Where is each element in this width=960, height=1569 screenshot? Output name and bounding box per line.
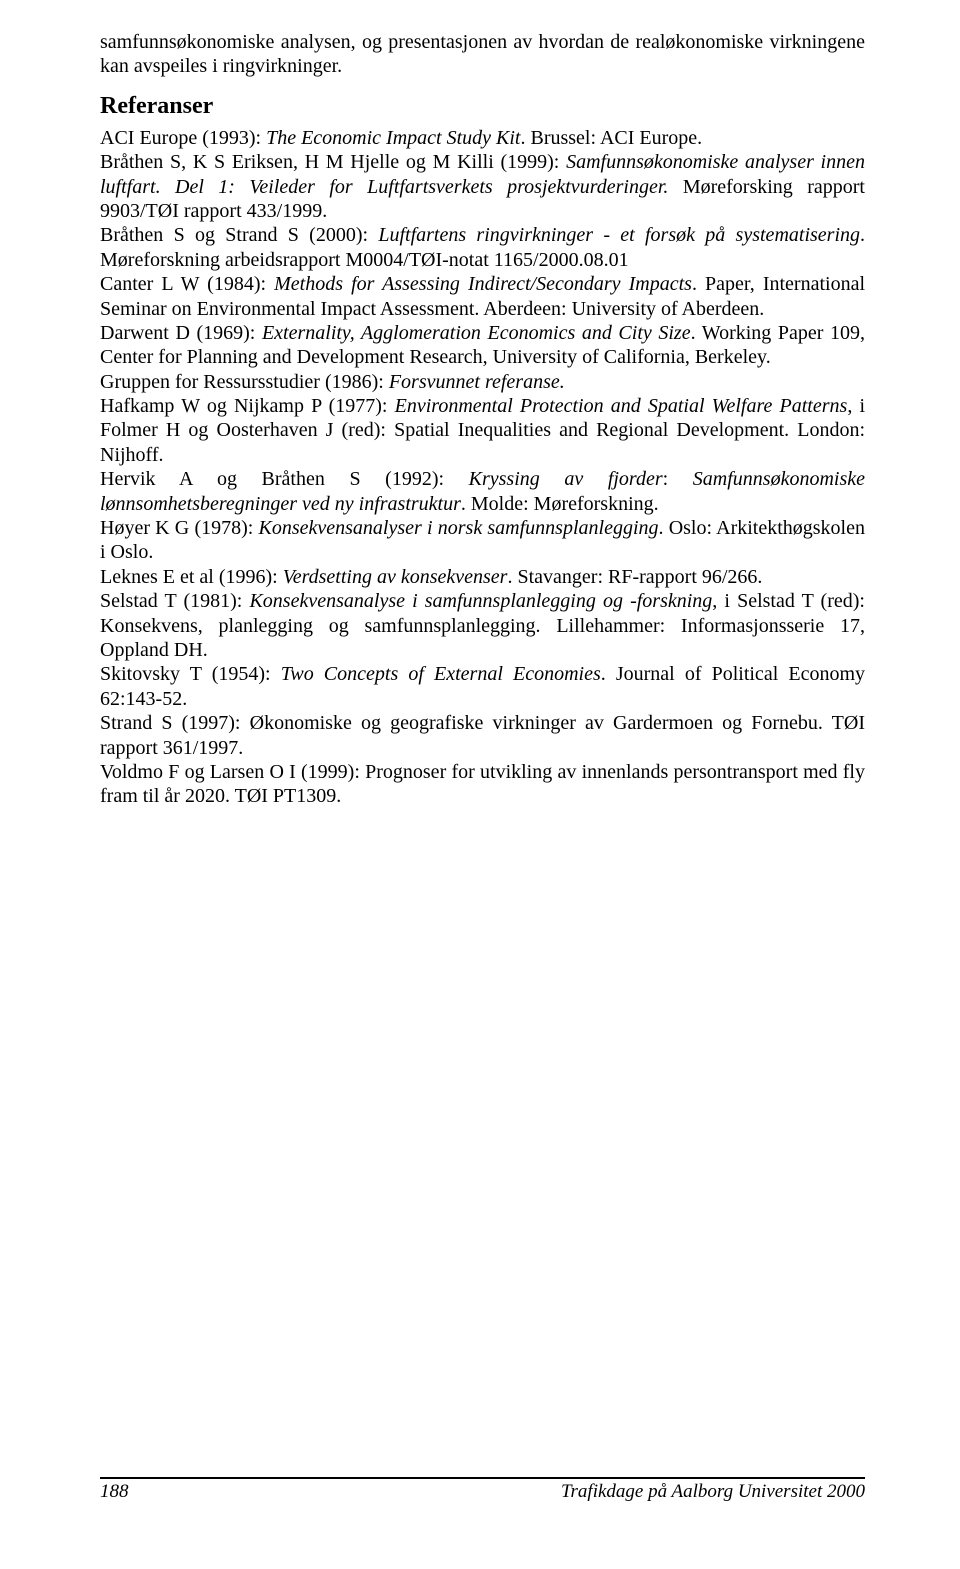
ref-8-colon: : (663, 468, 693, 490)
ref-14-text: Voldmo F og Larsen O I (1999): Prognoser… (100, 761, 865, 807)
intro-text: samfunnsøkonomiske analysen, og presenta… (100, 31, 865, 77)
footer-row: 188 Trafikdage på Aalborg Universitet 20… (100, 1481, 865, 1503)
ref-6-prefix: Gruppen for Ressursstudier (1986): (100, 371, 389, 393)
ref-7-title: Environmental Protection and Spatial Wel… (395, 395, 848, 417)
ref-8-title: Kryssing av fjorder (469, 468, 663, 490)
references-heading: Referanser (100, 93, 865, 120)
references-block: ACI Europe (1993): The Economic Impact S… (100, 126, 865, 809)
ref-13-text: Strand S (1997): Økonomiske og geografis… (100, 712, 865, 758)
ref-5-prefix: Darwent D (1969): (100, 322, 262, 344)
ref-3-title: Luftfartens ringvirkninger - et forsøk p… (378, 224, 860, 246)
ref-9-title: Konsekvensanalyser i norsk samfunnsplanl… (259, 517, 659, 539)
ref-6-title: Forsvunnet referanse. (389, 371, 565, 393)
ref-1-title: The Economic Impact Study Kit (266, 127, 520, 149)
ref-10-title: Verdsetting av konsekvenser (283, 566, 508, 588)
ref-10-suffix: . Stavanger: RF-rapport 96/266. (507, 566, 762, 588)
ref-2-prefix: Bråthen S, K S Eriksen, H M Hjelle og M … (100, 151, 566, 173)
ref-12-prefix: Skitovsky T (1954): (100, 663, 281, 685)
ref-10-prefix: Leknes E et al (1996): (100, 566, 283, 588)
document-page: samfunnsøkonomiske analysen, og presenta… (0, 0, 960, 1569)
intro-paragraph: samfunnsøkonomiske analysen, og presenta… (100, 30, 865, 79)
ref-9-prefix: Høyer K G (1978): (100, 517, 259, 539)
ref-4-title: Methods for Assessing Indirect/Secondary… (274, 273, 692, 295)
ref-11-prefix: Selstad T (1981): (100, 590, 249, 612)
ref-12-title: Two Concepts of External Economies (281, 663, 601, 685)
ref-1-prefix: ACI Europe (1993): (100, 127, 266, 149)
footer-text: Trafikdage på Aalborg Universitet 2000 (561, 1481, 865, 1503)
page-number: 188 (100, 1481, 129, 1503)
page-footer: 188 Trafikdage på Aalborg Universitet 20… (100, 1477, 865, 1503)
footer-rule (100, 1477, 865, 1479)
ref-1-suffix: . Brussel: ACI Europe. (520, 127, 702, 149)
ref-3-prefix: Bråthen S og Strand S (2000): (100, 224, 378, 246)
ref-8-suffix: . Molde: Møreforskning. (461, 493, 659, 515)
ref-4-prefix: Canter L W (1984): (100, 273, 274, 295)
ref-5-title: Externality, Agglomeration Economics and… (262, 322, 691, 344)
ref-7-prefix: Hafkamp W og Nijkamp P (1977): (100, 395, 395, 417)
ref-11-title: Konsekvensanalyse i samfunnsplanlegging … (249, 590, 712, 612)
ref-8-prefix: Hervik A og Bråthen S (1992): (100, 468, 469, 490)
